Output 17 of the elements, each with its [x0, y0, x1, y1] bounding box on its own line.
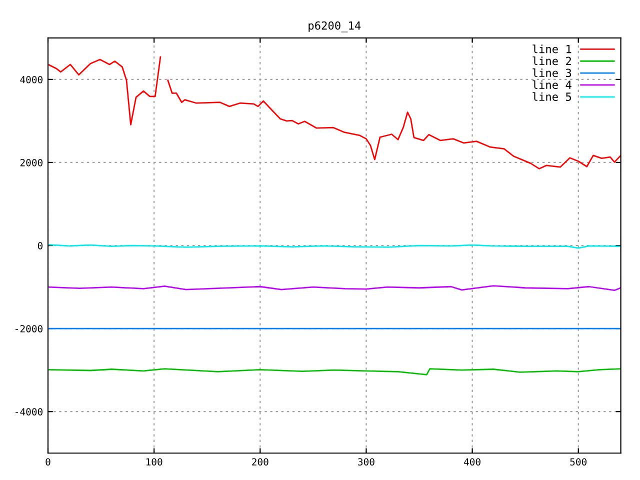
x-tick-label: 100 [146, 458, 162, 466]
legend-label: line 1 [532, 44, 572, 54]
y-tick-label: 2000 [20, 158, 43, 166]
legend-label: line 4 [532, 80, 572, 90]
legend-label: line 2 [532, 56, 571, 66]
y-tick-label: 4000 [20, 76, 43, 84]
y-tick-label: -4000 [16, 408, 43, 416]
legend-label: line 5 [532, 92, 572, 101]
x-tick-label: 500 [570, 458, 587, 466]
y-tick-label: -2000 [16, 325, 43, 332]
legend-label: line 3 [532, 68, 572, 78]
x-tick-label: 0 [46, 458, 50, 466]
x-tick-label: 200 [252, 458, 268, 466]
y-tick-label: 0 [38, 242, 43, 250]
x-tick-label: 400 [464, 458, 480, 466]
chart-title: p6200_14 [308, 21, 361, 32]
x-tick-label: 300 [358, 458, 374, 466]
